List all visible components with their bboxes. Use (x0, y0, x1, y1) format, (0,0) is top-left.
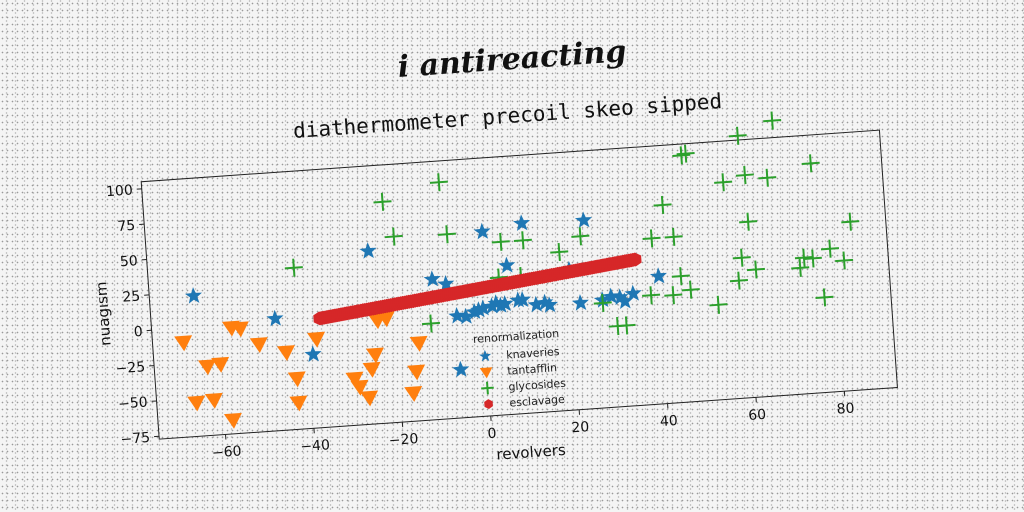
glycosides-point (664, 286, 683, 305)
glycosides-point (384, 227, 403, 246)
x-tick-label: −40 (300, 437, 331, 455)
glycosides-point (642, 229, 661, 248)
glycosides-point (820, 239, 839, 258)
glycosides-point (664, 227, 683, 246)
knaveries-point (571, 294, 589, 311)
glycosides-point (791, 258, 810, 277)
tantafflin-point (174, 335, 193, 352)
legend: renormalization knaveries tantafflin gly… (473, 327, 568, 413)
glycosides-point (835, 251, 854, 270)
glycosides-point (739, 212, 758, 231)
y-tick-label: 75 (117, 218, 136, 235)
glycosides-point (671, 267, 690, 286)
y-tick-label: −50 (118, 395, 149, 413)
y-tick-label: 0 (133, 324, 143, 341)
glycosides-point (513, 231, 532, 250)
x-tick-label: 20 (571, 419, 590, 436)
knaveries-point (304, 345, 322, 362)
x-tick-label: 60 (748, 407, 767, 424)
glycosides-point (421, 314, 440, 333)
star-marker-icon (474, 348, 497, 364)
tantafflin-point (250, 337, 269, 354)
glycosides-point (841, 212, 860, 231)
glycosides-point (732, 248, 751, 267)
tantafflin-point (277, 345, 296, 362)
glycosides-point (571, 227, 590, 246)
glycosides-point (672, 146, 691, 165)
y-tick-label: 25 (122, 289, 141, 306)
glycosides-point (491, 232, 510, 251)
glycosides-point (676, 144, 695, 163)
tantafflin-point (205, 393, 224, 410)
glycosides-point (284, 258, 303, 277)
tantafflin-point (407, 364, 426, 381)
y-tick-label: −75 (120, 430, 151, 448)
knaveries-point (359, 242, 377, 259)
knaveries-point (574, 211, 592, 228)
tantafflin-point (360, 391, 379, 408)
x-tick-label: −20 (388, 431, 419, 449)
x-tick-label: 80 (836, 401, 855, 418)
plus-marker-icon (476, 380, 499, 396)
knaveries-point (185, 286, 203, 303)
glycosides-point (801, 154, 820, 173)
tantafflin-point (410, 336, 429, 353)
glycosides-point (709, 295, 728, 314)
glycosides-point (735, 165, 754, 184)
chart-figure: −60 −40 −20 0 20 40 60 80 −75 −50 −25 0 25 50 75 100 r… (87, 68, 912, 503)
glycosides-point (803, 249, 822, 268)
glycosides-point (746, 260, 765, 279)
y-axis-label: nuagism (92, 281, 114, 346)
y-tick-label: −25 (115, 359, 146, 377)
glycosides-point (728, 126, 747, 145)
tantafflin-point (307, 332, 326, 349)
knaveries-point (452, 360, 470, 377)
glycosides-point (437, 225, 456, 244)
tantafflin-point (366, 347, 385, 364)
legend-label: esclavage (509, 392, 565, 409)
tantafflin-point (289, 395, 308, 412)
hexagon-marker-icon (477, 396, 500, 412)
x-tick-label: 0 (487, 426, 497, 443)
knaveries-point (473, 222, 491, 239)
glycosides-point (642, 286, 661, 305)
glycosides-point (653, 195, 672, 214)
x-tick-label: −60 (211, 443, 242, 461)
triangle-down-marker-icon (475, 364, 498, 380)
glycosides-point (729, 271, 748, 290)
tantafflin-point (224, 413, 243, 430)
tantafflin-point (363, 362, 382, 379)
knaveries-point (266, 309, 284, 326)
glycosides-point (681, 280, 700, 299)
x-tick-label: 40 (659, 413, 678, 430)
glycosides-point (550, 242, 569, 261)
knaveries-point (513, 214, 531, 231)
tantafflin-point (404, 386, 423, 403)
glycosides-point (714, 173, 733, 192)
glycosides-point (758, 168, 777, 187)
knaveries-point (649, 267, 667, 284)
y-tick-label: 50 (119, 253, 138, 270)
x-axis-label: revolvers (496, 441, 567, 464)
knaveries-point (423, 270, 441, 287)
glycosides-point (617, 316, 636, 335)
knaveries-point (498, 256, 516, 273)
tantafflin-point (288, 371, 307, 388)
glycosides-point (429, 173, 448, 192)
tantafflin-point (211, 357, 230, 374)
glycosides-point (763, 111, 782, 130)
glycosides-point (815, 288, 834, 307)
tantafflin-point (187, 395, 206, 412)
glycosides-point (373, 192, 392, 211)
y-tick-label: 100 (106, 182, 134, 200)
